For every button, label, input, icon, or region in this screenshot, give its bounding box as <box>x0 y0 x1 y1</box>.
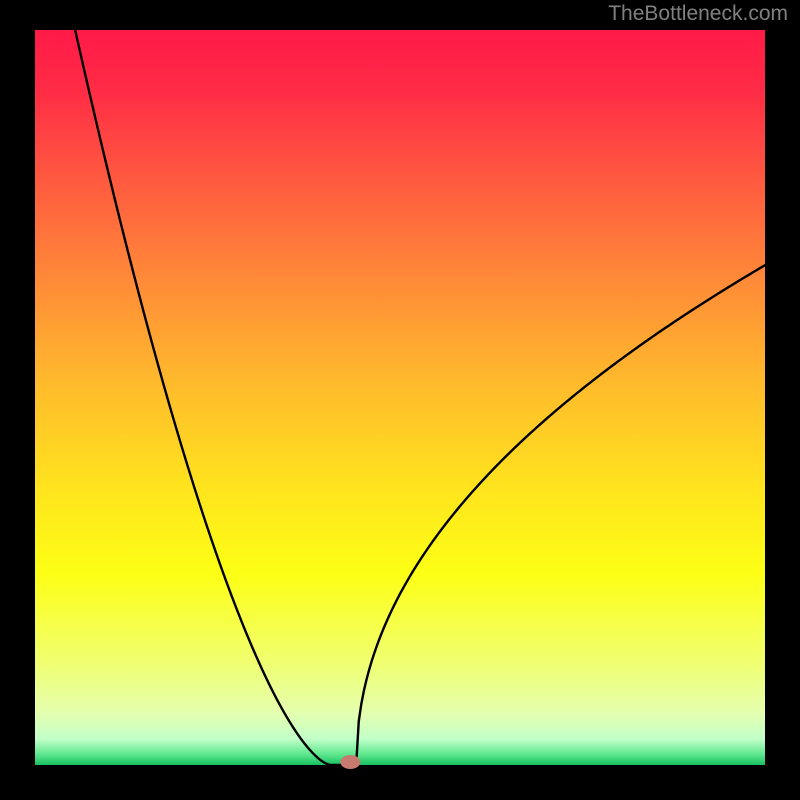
gradient-background <box>35 30 765 765</box>
bottleneck-curve-chart <box>0 0 800 800</box>
optimal-point-marker <box>340 755 360 769</box>
chart-stage: TheBottleneck.com <box>0 0 800 800</box>
